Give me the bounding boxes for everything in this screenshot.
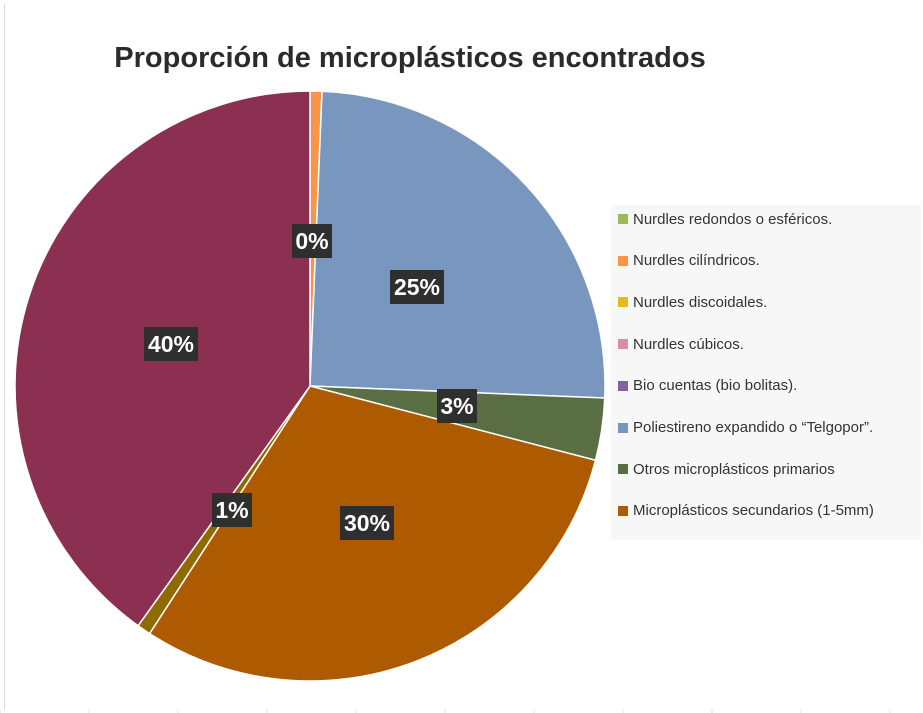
legend-item[interactable]: Nurdles discoidales.: [618, 292, 767, 312]
legend-item[interactable]: Nurdles cilíndricos.: [618, 251, 760, 271]
legend-label: Otros microplásticos primarios: [633, 460, 835, 478]
legend-item[interactable]: Microplásticos secundarios (1-5mm): [618, 501, 874, 521]
legend-swatch: [618, 464, 628, 475]
data-label-segment-8: 1%: [212, 493, 252, 527]
pie-chart: 0% 25% 3% 30% 1% 40%: [14, 90, 606, 682]
data-label-text: 25%: [394, 274, 440, 300]
legend-swatch: [618, 297, 628, 308]
legend-swatch: [618, 422, 628, 433]
chart-area[interactable]: 0% 25% 3% 30% 1% 40% Proporción de microplást…: [4, 4, 923, 709]
legend-label: Bio cuentas (bio bolitas).: [633, 377, 798, 395]
legend-item[interactable]: Nurdles redondos o esféricos.: [618, 209, 832, 229]
legend-label: Nurdles cilíndricos.: [633, 252, 760, 270]
data-label-text: 1%: [215, 497, 248, 523]
data-label-box: [390, 270, 444, 304]
legend-swatch: [618, 214, 628, 224]
data-label-poliestireno-expandido-o-telgopor: 25%: [390, 270, 444, 304]
data-label-box: [437, 389, 477, 423]
legend-label: Microplásticos secundarios (1-5mm): [633, 502, 874, 520]
data-label-text: 0%: [295, 228, 328, 254]
legend-label: Poliestireno expandido o “Telgopor”.: [633, 419, 874, 436]
legend-label: Nurdles redondos o esféricos.: [633, 210, 833, 228]
data-label-text: 40%: [148, 331, 194, 357]
data-label-box: [144, 327, 198, 361]
data-label-nurdles-cilindricos: 0%: [292, 224, 332, 258]
legend-swatch: [618, 380, 628, 391]
legend-item[interactable]: Nurdles cúbicos.: [618, 334, 744, 354]
data-label-box: [340, 506, 394, 540]
data-label-box: [292, 224, 332, 258]
legend-swatch: [618, 255, 628, 266]
data-label-microplasticos-secundarios-1-5mm: 30%: [340, 506, 394, 540]
legend-item[interactable]: Bio cuentas (bio bolitas).: [618, 376, 797, 396]
legend-label: Nurdles discoidales.: [633, 293, 768, 311]
data-label-segment-9: 40%: [144, 327, 198, 361]
data-label-otros-microplasticos-primarios: 3%: [437, 389, 477, 423]
legend-item[interactable]: Otros microplásticos primarios: [618, 459, 835, 479]
legend-swatch: [618, 339, 628, 350]
legend-swatch: [618, 505, 628, 516]
data-label-box: [212, 493, 252, 527]
data-label-text: 3%: [440, 393, 473, 419]
legend-label: Nurdles cúbicos.: [633, 335, 744, 353]
data-label-text: 30%: [344, 510, 390, 536]
chart-title: Proporción de microplásticos encontrados: [114, 42, 706, 74]
legend[interactable]: Nurdles redondos o esféricos. Nurdles cil…: [611, 205, 921, 540]
pie-slice-poliestireno-expandido-o-telgopor[interactable]: [309, 90, 606, 399]
legend-item[interactable]: Poliestireno expandido o “Telgopor”.: [618, 418, 873, 438]
